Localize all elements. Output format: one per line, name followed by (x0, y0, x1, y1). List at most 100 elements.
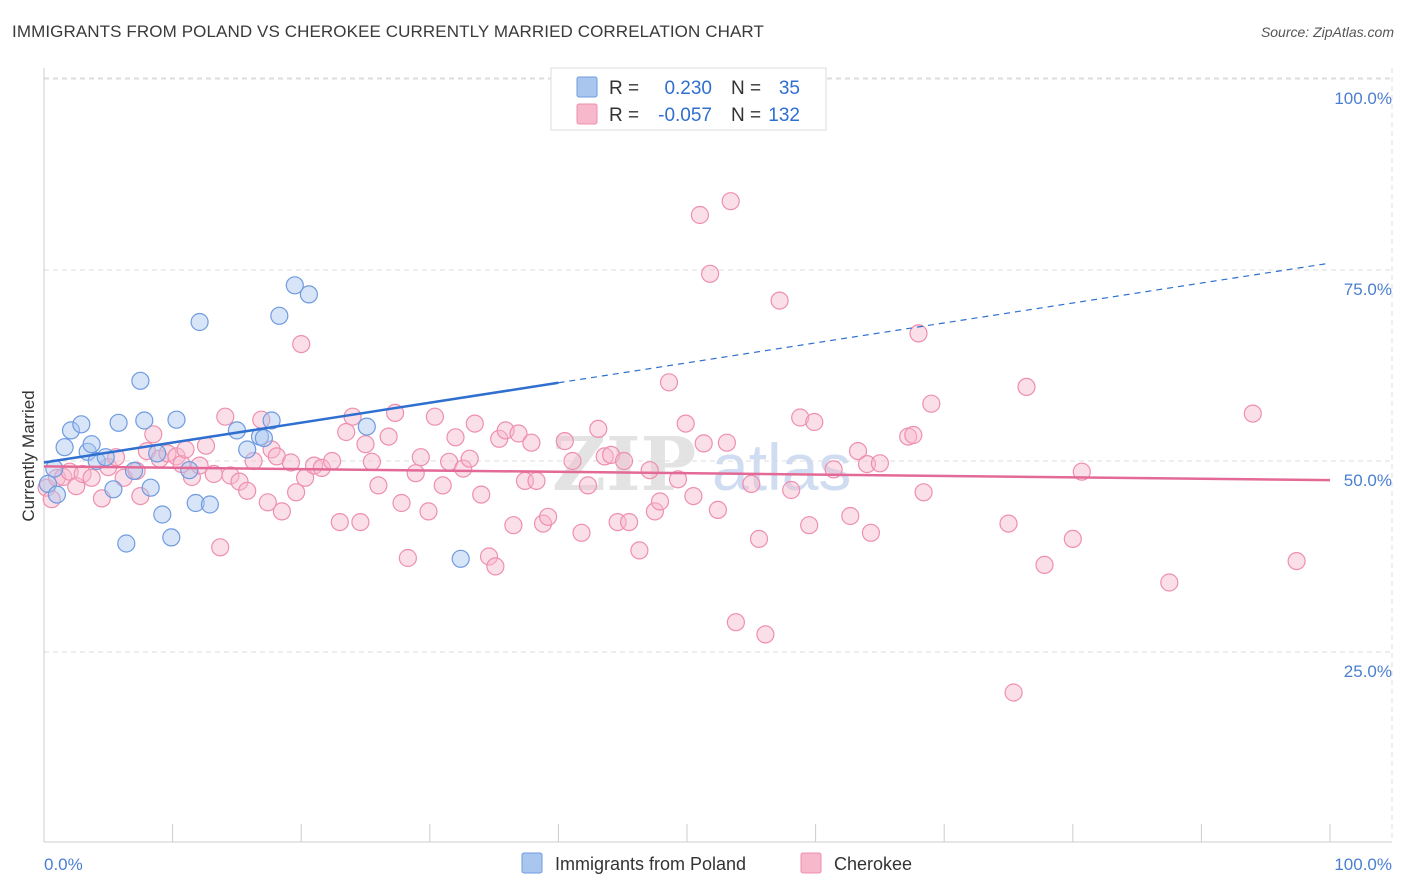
poland-point-31 (285, 276, 304, 295)
y-tick-label-2: 75.0% (1344, 280, 1392, 299)
cherokee-point-94 (690, 205, 710, 225)
cherokee-point-35 (272, 502, 291, 521)
y-tick-label-1: 50.0% (1344, 471, 1392, 490)
chart-title: IMMIGRANTS FROM POLAND VS CHEROKEE CURRE… (12, 22, 764, 41)
cherokee-point-48 (362, 452, 381, 471)
series-poland (38, 276, 470, 568)
poland-point-34 (451, 549, 470, 568)
cherokee-point-128 (1287, 551, 1306, 571)
cherokee-point-116 (904, 425, 923, 445)
poland-point-20 (167, 410, 186, 429)
cherokee-point-42 (323, 451, 342, 471)
cherokee-point-46 (351, 512, 370, 532)
poland-point-10 (104, 480, 123, 499)
cherokee-point-119 (922, 394, 941, 413)
cherokee-point-29 (238, 481, 257, 500)
cherokee-point-97 (708, 500, 728, 519)
cherokee-point-49 (369, 476, 388, 495)
cherokee-point-43 (330, 512, 349, 532)
legend-swatch-poland (576, 76, 598, 98)
cherokee-point-120 (999, 514, 1018, 533)
cherokee-point-91 (668, 470, 688, 489)
legend-n-value-cherokee: 132 (768, 105, 800, 126)
cherokee-point-65 (479, 547, 499, 566)
cherokee-point-107 (800, 516, 819, 535)
cherokee-point-99 (721, 192, 740, 211)
cherokee-point-101 (742, 474, 761, 493)
legend-n-value-poland: 35 (779, 78, 800, 99)
poland-point-3 (55, 438, 74, 457)
gridlines (44, 68, 1393, 842)
cherokee-point-53 (398, 548, 417, 568)
legend-r-label-cherokee: R = (609, 105, 639, 126)
poland-point-18 (153, 505, 172, 524)
cherokee-point-66 (486, 557, 505, 576)
cherokee-point-110 (841, 506, 860, 526)
cherokee-point-64 (472, 485, 491, 504)
cherokee-point-111 (848, 442, 868, 461)
cherokee-point-60 (446, 428, 465, 447)
cherokee-point-26 (216, 407, 235, 426)
legend-r-value-cherokee: -0.057 (658, 105, 712, 126)
cherokee-point-123 (1035, 555, 1054, 575)
cherokee-point-92 (676, 414, 695, 433)
cherokee-point-122 (1017, 377, 1036, 396)
cherokee-point-84 (614, 451, 634, 471)
cherokee-point-36 (281, 453, 300, 472)
cherokee-point-100 (726, 613, 746, 632)
cherokee-point-69 (504, 516, 523, 535)
legend-n-label-cherokee: N = (731, 105, 761, 126)
cherokee-point-15 (144, 425, 163, 444)
cherokee-point-78 (572, 523, 591, 542)
cherokee-point-63 (465, 414, 484, 433)
cherokee-point-81 (595, 447, 614, 466)
series-cherokee (37, 192, 1306, 702)
watermark-zip: ZIP (552, 422, 696, 508)
poland-point-21 (180, 461, 199, 480)
cherokee-point-121 (1004, 683, 1023, 702)
cherokee-point-56 (419, 502, 438, 521)
bottom-legend-swatch-poland (521, 852, 543, 874)
cherokee-point-57 (425, 407, 444, 426)
cherokee-point-75 (538, 507, 558, 526)
cherokee-point-47 (356, 435, 375, 454)
cherokee-point-124 (1063, 529, 1082, 549)
cherokee-point-114 (870, 454, 890, 473)
bottom-legend-swatch-cherokee (800, 852, 822, 874)
cherokee-point-112 (857, 455, 877, 474)
y-tick-label-0: 25.0% (1344, 662, 1392, 681)
cherokee-point-77 (563, 451, 582, 471)
cherokee-point-37 (287, 483, 306, 502)
cherokee-point-27 (221, 466, 240, 485)
cherokee-point-54 (406, 464, 425, 483)
correlation-legend: R = 0.230 N = 35 R = -0.057 N = 132 (550, 67, 827, 131)
poland-point-15 (135, 411, 154, 430)
poland-point-4 (61, 421, 81, 440)
y-tick-labels: 25.0% 50.0% 75.0% 100.0% (1334, 89, 1392, 681)
legend-n-label-poland: N = (731, 78, 761, 99)
cherokee-point-22 (190, 456, 209, 475)
cherokee-point-52 (392, 493, 411, 513)
poland-point-32 (299, 285, 318, 304)
cherokee-point-98 (717, 433, 737, 452)
cherokee-point-61 (454, 459, 473, 478)
cherokee-point-23 (196, 436, 216, 455)
cherokee-point-127 (1243, 404, 1262, 423)
poland-point-2 (47, 485, 67, 504)
cherokee-point-126 (1160, 573, 1179, 592)
cherokee-point-106 (791, 408, 810, 427)
poland-point-33 (357, 417, 376, 436)
cherokee-point-58 (433, 476, 452, 495)
x-tick-label-max: 100.0% (1334, 855, 1392, 874)
series-legend: Immigrants from Poland Cherokee (521, 852, 912, 874)
cherokee-point-6 (73, 464, 92, 484)
x-tick-label-min: 0.0% (44, 855, 83, 874)
cherokee-point-80 (589, 419, 608, 438)
cherokee-point-95 (694, 434, 713, 453)
cherokee-point-85 (619, 512, 639, 532)
cherokee-point-104 (770, 291, 789, 310)
cherokee-point-20 (176, 440, 195, 459)
poland-point-8 (87, 451, 106, 471)
poland-point-23 (190, 312, 209, 332)
cherokee-point-32 (258, 493, 277, 512)
